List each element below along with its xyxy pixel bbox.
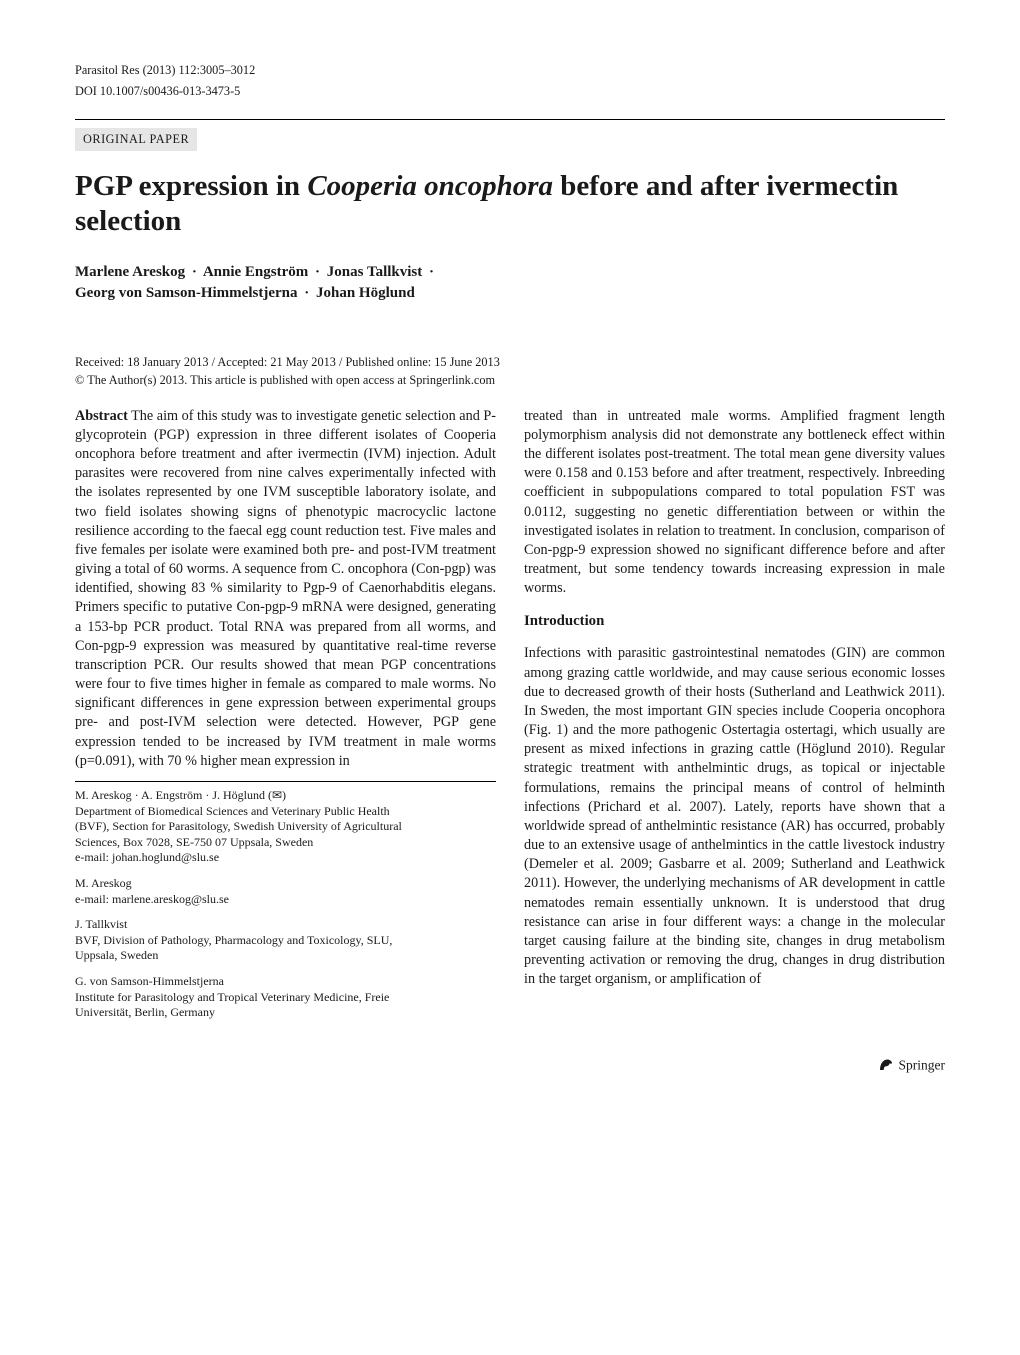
abstract-paragraph: Abstract The aim of this study was to in…	[75, 407, 496, 771]
article-title: PGP expression in Cooperia oncophora bef…	[75, 169, 945, 240]
affil-authors: M. Areskog	[75, 876, 496, 892]
affiliation-group-2: M. Areskog e-mail: marlene.areskog@slu.s…	[75, 876, 496, 907]
section-label: ORIGINAL PAPER	[75, 128, 197, 151]
author-list: Marlene Areskog · Annie Engström · Jonas…	[75, 262, 945, 304]
abstract-text-col1: The aim of this study was to investigate…	[75, 408, 496, 769]
author-2: Annie Engström	[203, 264, 308, 280]
author-5: Johan Höglund	[316, 285, 415, 301]
abstract-label: Abstract	[75, 408, 128, 424]
author-3: Jonas Tallkvist	[327, 264, 422, 280]
author-1: Marlene Areskog	[75, 264, 185, 280]
affil-email: e-mail: johan.hoglund@slu.se	[75, 850, 496, 866]
affiliation-group-4: G. von Samson-Himmelstjerna Institute fo…	[75, 974, 496, 1021]
introduction-body: Infections with parasitic gastrointestin…	[524, 644, 945, 989]
affil-line: Institute for Parasitology and Tropical …	[75, 990, 496, 1006]
doi: DOI 10.1007/s00436-013-3473-5	[75, 83, 945, 100]
body-columns: Abstract The aim of this study was to in…	[75, 407, 945, 1021]
affiliations: M. Areskog · A. Engström · J. Höglund (✉…	[75, 781, 496, 1021]
affil-line: (BVF), Section for Parasitology, Swedish…	[75, 819, 496, 835]
publisher-name: Springer	[899, 1057, 946, 1072]
journal-reference: Parasitol Res (2013) 112:3005–3012	[75, 62, 945, 79]
affil-authors: G. von Samson-Himmelstjerna	[75, 974, 496, 990]
copyright-line: © The Author(s) 2013. This article is pu…	[75, 372, 945, 389]
author-separator: ·	[312, 264, 323, 280]
title-part-1: PGP expression in	[75, 170, 307, 202]
affil-line: Universität, Berlin, Germany	[75, 1005, 496, 1021]
affil-authors: J. Tallkvist	[75, 917, 496, 933]
affil-line: Department of Biomedical Sciences and Ve…	[75, 804, 496, 820]
rule-top	[75, 119, 945, 120]
springer-horse-icon	[877, 1055, 895, 1078]
page-footer: Springer	[75, 1055, 945, 1078]
affil-line: Uppsala, Sweden	[75, 948, 496, 964]
abstract-text-col2: treated than in untreated male worms. Am…	[524, 407, 945, 599]
title-species: Cooperia oncophora	[307, 170, 553, 202]
author-separator: ·	[189, 264, 200, 280]
author-4: Georg von Samson-Himmelstjerna	[75, 285, 297, 301]
introduction-heading: Introduction	[524, 612, 945, 632]
article-dates: Received: 18 January 2013 / Accepted: 21…	[75, 354, 945, 371]
affiliation-group-3: J. Tallkvist BVF, Division of Pathology,…	[75, 917, 496, 964]
affiliation-rule	[75, 781, 496, 782]
affiliation-group-1: M. Areskog · A. Engström · J. Höglund (✉…	[75, 788, 496, 866]
author-separator: ·	[426, 264, 437, 280]
affil-authors: M. Areskog · A. Engström · J. Höglund (✉…	[75, 788, 496, 804]
affil-line: BVF, Division of Pathology, Pharmacology…	[75, 933, 496, 949]
author-separator: ·	[301, 285, 312, 301]
affil-line: Sciences, Box 7028, SE-750 07 Uppsala, S…	[75, 835, 496, 851]
affil-email: e-mail: marlene.areskog@slu.se	[75, 892, 496, 908]
